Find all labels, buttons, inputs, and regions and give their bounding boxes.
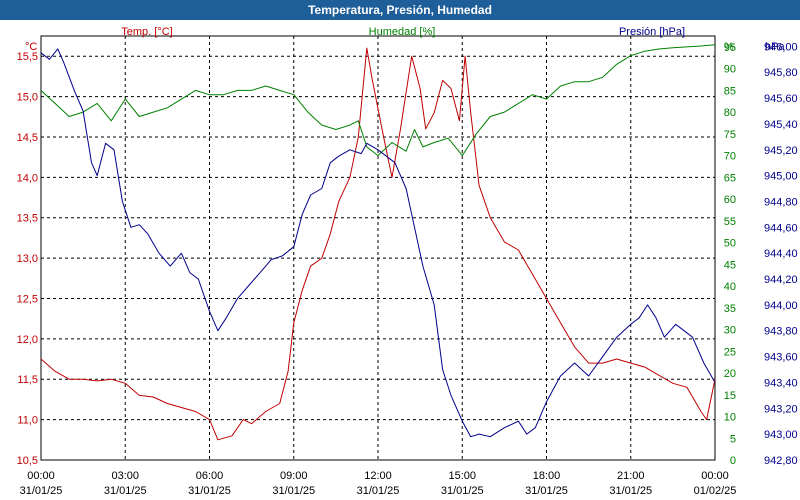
pressure-tick-label: 944,60	[764, 222, 798, 234]
x-tick-time: 15:00	[448, 470, 476, 482]
humidity-tick-label: 65	[724, 172, 736, 184]
temp-tick-label: 14,5	[17, 132, 38, 144]
x-tick-time: 00:00	[701, 470, 729, 482]
temp-tick-label: 11,0	[17, 415, 38, 427]
humidity-tick-label: 30	[724, 325, 736, 337]
pressure-tick-label: 943,40	[764, 377, 798, 389]
pressure-tick-label: 944,00	[764, 300, 798, 312]
humidity-tick-label: 50	[724, 238, 736, 250]
x-tick-date: 31/01/25	[104, 485, 147, 497]
humidity-tick-label: 90	[724, 64, 736, 76]
humidity-tick-label: 5	[730, 433, 736, 445]
humidity-tick-label: 80	[724, 107, 736, 119]
pressure-tick-label: 945,60	[764, 93, 798, 105]
temp-tick-label: 14,0	[17, 172, 38, 184]
humidity-tick-label: 40	[724, 281, 736, 293]
pressure-tick-label: 944,80	[764, 196, 798, 208]
humidity-line	[40, 44, 716, 157]
humidity-tick-label: 35	[724, 303, 736, 315]
chart-title: Temperatura, Presión, Humedad	[0, 0, 800, 20]
humidity-tick-label: 25	[724, 346, 736, 358]
temp-tick-label: 11,5	[17, 374, 38, 386]
x-tick-time: 06:00	[196, 470, 224, 482]
x-tick-date: 31/01/25	[525, 485, 568, 497]
x-tick-date: 31/01/25	[357, 485, 400, 497]
x-tick-time: 21:00	[617, 470, 645, 482]
humidity-unit-label: %	[724, 41, 734, 53]
x-tick-date: 31/01/25	[20, 485, 63, 497]
temp-tick-label: 13,5	[17, 213, 38, 225]
pressure-line	[40, 48, 716, 438]
pressure-tick-label: 944,20	[764, 274, 798, 286]
x-tick-date: 31/01/25	[441, 485, 484, 497]
pressure-tick-label: 943,80	[764, 326, 798, 338]
temp-tick-label: 15,0	[17, 92, 38, 104]
pressure-tick-label: 945,20	[764, 145, 798, 157]
temp-tick-label: 12,5	[17, 293, 38, 305]
x-tick-date: 01/02/25	[694, 485, 737, 497]
humidity-tick-label: 70	[724, 151, 736, 163]
humidity-tick-label: 75	[724, 129, 736, 141]
pressure-tick-label: 945,00	[764, 171, 798, 183]
humidity-tick-label: 95	[724, 42, 736, 54]
humidity-tick-label: 20	[724, 368, 736, 380]
x-tick-time: 12:00	[364, 470, 392, 482]
humidity-tick-label: 15	[724, 390, 736, 402]
x-tick-time: 09:00	[280, 470, 308, 482]
humidity-tick-label: 45	[724, 259, 736, 271]
pressure-tick-label: 945,80	[764, 67, 798, 79]
pressure-tick-label: 943,00	[764, 429, 798, 441]
x-tick-time: 03:00	[111, 470, 139, 482]
pressure-unit-label: hPa	[765, 41, 785, 53]
humidity-tick-label: 60	[724, 194, 736, 206]
temp-tick-label: 15,5	[17, 51, 38, 63]
x-tick-date: 31/01/25	[188, 485, 231, 497]
pressure-tick-label: 943,20	[764, 403, 798, 415]
humidity-axis-label: Humedad [%]	[369, 26, 436, 38]
pressure-tick-label: 944,40	[764, 248, 798, 260]
humidity-tick-label: 85	[724, 85, 736, 97]
temp-axis-label: Temp. [°C]	[121, 26, 172, 38]
pressure-axis-label: Presión [hPa]	[619, 26, 685, 38]
pressure-tick-label: 943,60	[764, 352, 798, 364]
pressure-tick-label: 945,40	[764, 119, 798, 131]
humidity-tick-label: 10	[724, 412, 736, 424]
temp-tick-label: 12,0	[17, 334, 38, 346]
humidity-tick-label: 0	[730, 455, 736, 467]
x-tick-time: 18:00	[533, 470, 561, 482]
temp-tick-label: 13,0	[17, 253, 38, 265]
temp-unit-label: °C	[25, 41, 37, 53]
humidity-tick-label: 55	[724, 216, 736, 228]
x-tick-time: 00:00	[27, 470, 55, 482]
pressure-tick-label: 942,80	[764, 455, 798, 467]
temp-tick-label: 10,5	[17, 455, 38, 467]
x-tick-date: 31/01/25	[609, 485, 652, 497]
x-tick-date: 31/01/25	[272, 485, 315, 497]
pressure-tick-label: 946,00	[764, 41, 798, 53]
temperature-line	[40, 47, 716, 441]
